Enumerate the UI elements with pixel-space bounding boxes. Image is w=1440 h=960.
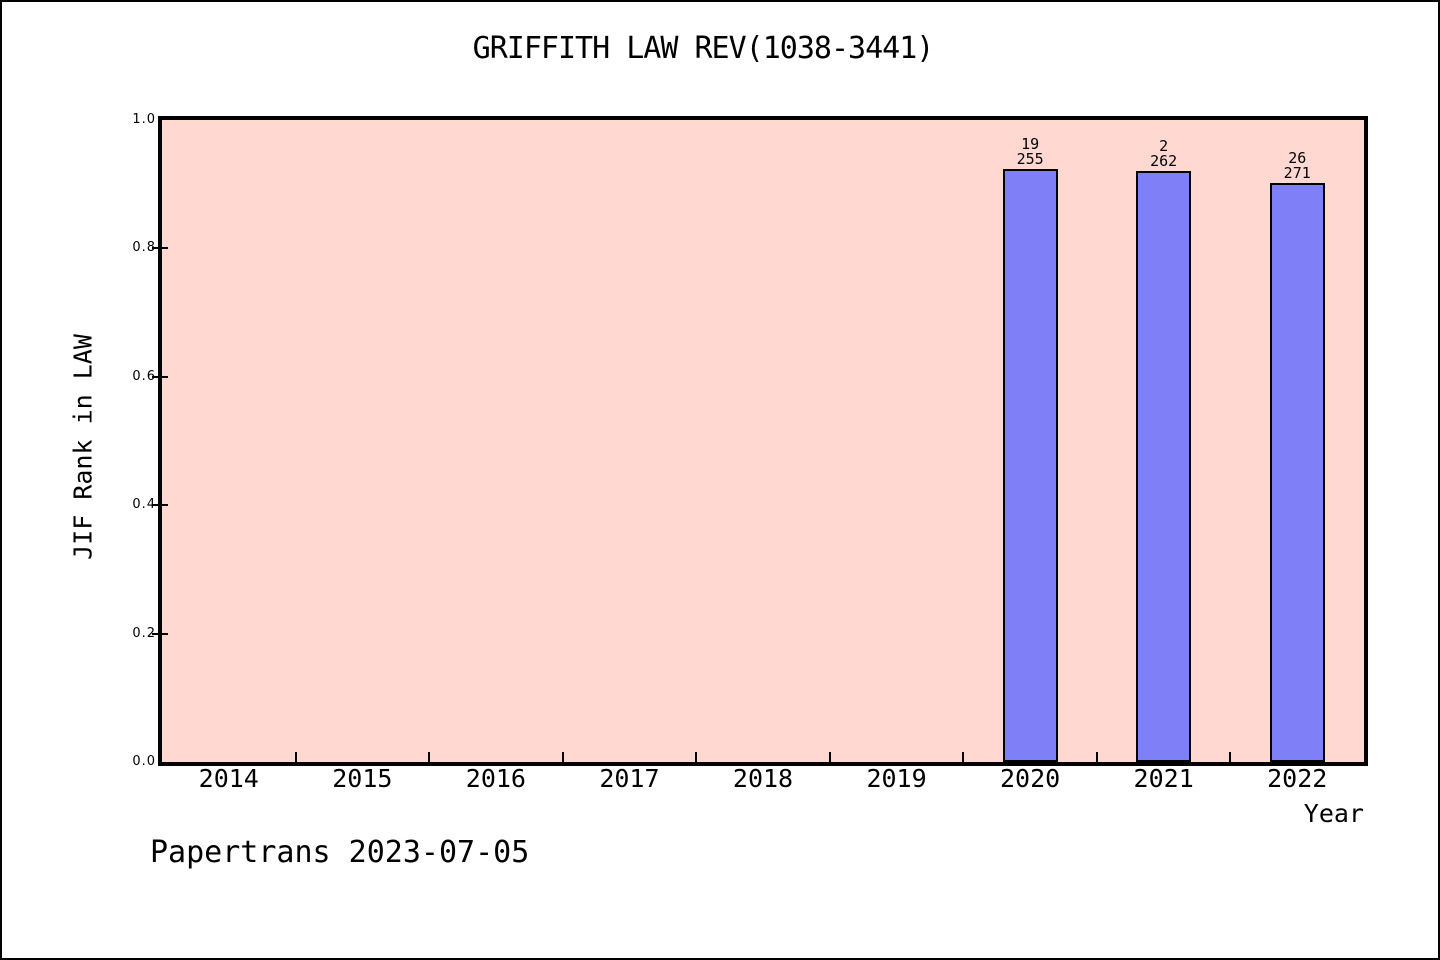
chart-title: GRIFFITH LAW REV(1038-3441) [472, 31, 935, 66]
y-axis-label: JIF Rank in LAW [68, 334, 98, 560]
bar [1269, 182, 1325, 762]
x-tick-mark [1229, 752, 1232, 762]
x-tick-label: 2018 [732, 764, 794, 793]
x-tick-mark [828, 752, 831, 762]
x-tick-mark [962, 752, 965, 762]
x-tick-mark [294, 752, 297, 762]
plot-area: 19 255 2 262 26 271 [158, 116, 1368, 766]
x-tick-label: 2020 [1000, 764, 1061, 793]
bar [1002, 168, 1058, 762]
y-tick-label: 1.0 [132, 112, 156, 127]
bar-value-label: 26 271 [1247, 148, 1347, 182]
y-tick-label: 0.4 [132, 497, 156, 513]
bar [1136, 170, 1192, 762]
bar-total-value: 255 [1016, 149, 1044, 168]
x-tick-mark [695, 752, 698, 762]
bar-value-label: 19 255 [980, 134, 1080, 168]
x-tick-label: 2016 [465, 764, 526, 793]
bar-rank-value: 2 [1159, 136, 1169, 155]
y-tick-label: 0.0 [132, 754, 156, 769]
x-tick-label: 2014 [198, 764, 259, 793]
x-tick-label: 2017 [599, 764, 660, 793]
y-tick-label: 0.6 [132, 368, 156, 384]
bar-rank-value: 19 [1021, 134, 1040, 153]
bar-rank-value: 26 [1288, 148, 1307, 167]
x-tick-label: 2022 [1267, 764, 1328, 793]
x-tick-mark [561, 752, 564, 762]
x-tick-label: 2015 [332, 764, 393, 793]
x-tick-mark [428, 752, 431, 762]
x-tick-label: 2019 [866, 764, 927, 793]
x-tick-mark [1095, 752, 1098, 762]
x-axis-label: Year [1303, 799, 1364, 828]
watermark-text: Papertrans 2023-07-05 [150, 835, 530, 870]
bar-total-value: 271 [1283, 163, 1311, 182]
bar-value-label: 2 262 [1114, 136, 1214, 170]
y-tick-label: 0.2 [132, 625, 156, 641]
y-tick-label: 0.8 [132, 240, 156, 256]
x-tick-label: 2021 [1133, 764, 1194, 793]
bar-total-value: 262 [1150, 151, 1178, 170]
